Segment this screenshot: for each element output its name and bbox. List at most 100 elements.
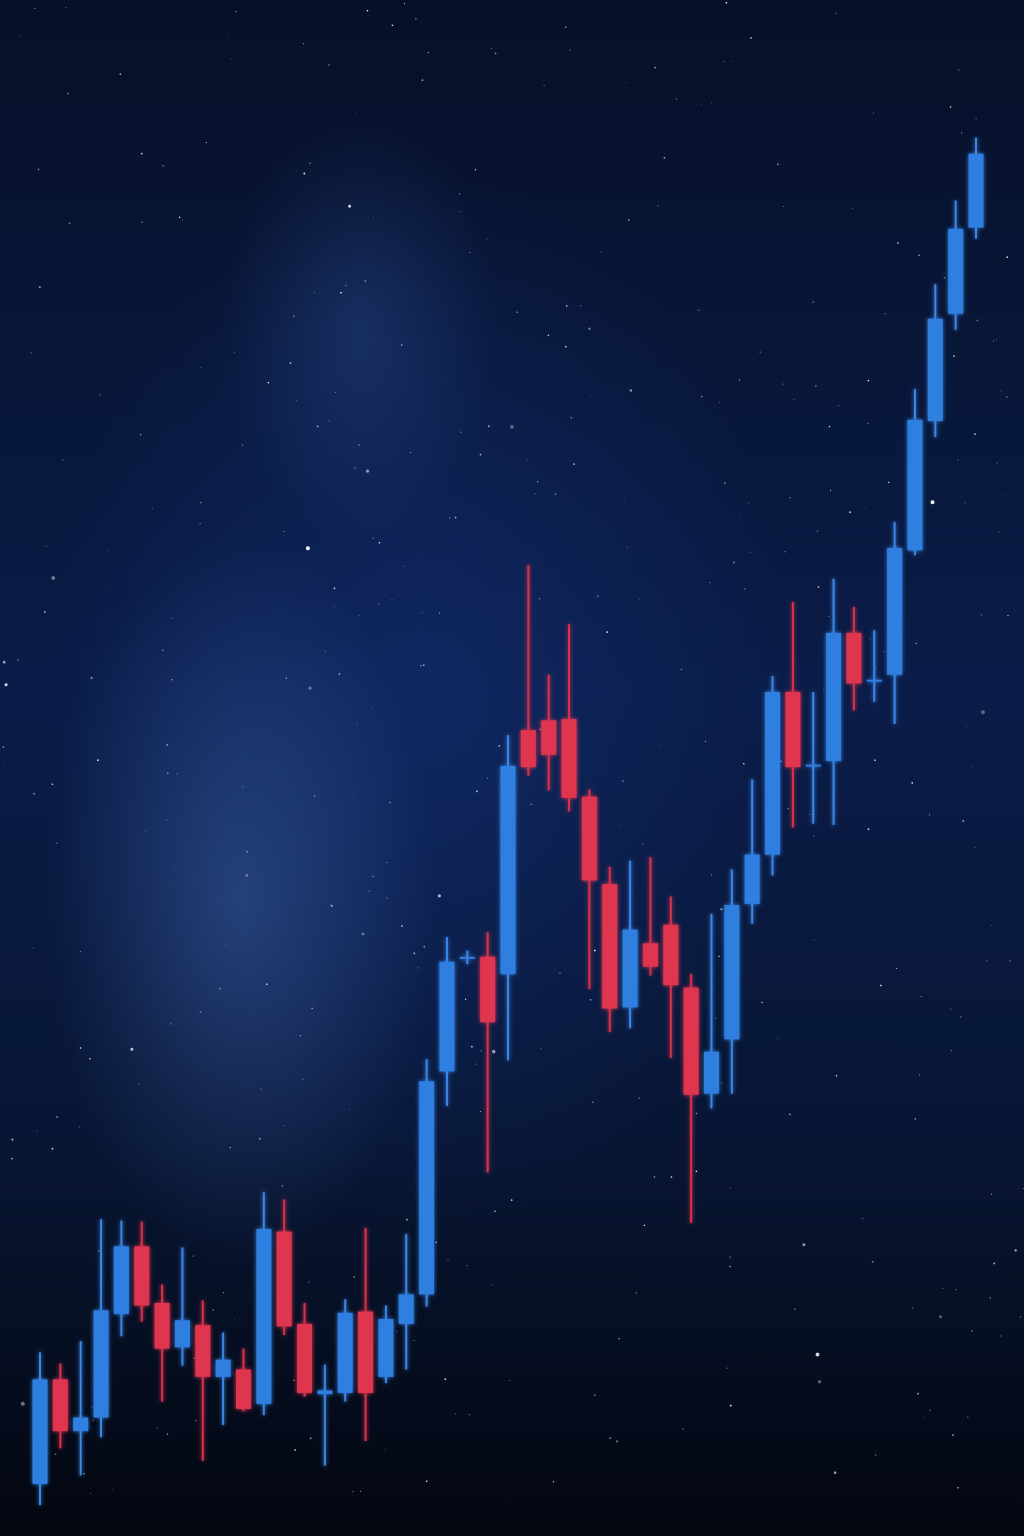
star — [750, 37, 752, 39]
star — [454, 516, 457, 519]
star — [421, 612, 423, 614]
star — [54, 1453, 57, 1456]
star — [389, 801, 391, 804]
star — [1009, 960, 1011, 962]
star — [378, 603, 380, 605]
star — [91, 1406, 93, 1408]
star — [998, 531, 1000, 533]
candle — [765, 675, 781, 876]
star — [427, 52, 429, 54]
star — [828, 615, 830, 617]
star — [922, 1417, 924, 1418]
star — [993, 1262, 996, 1265]
star — [491, 1284, 493, 1286]
star — [80, 532, 82, 533]
star — [596, 595, 599, 598]
star — [626, 546, 628, 548]
star — [176, 773, 178, 775]
star — [789, 1113, 791, 1116]
star — [265, 983, 268, 986]
star — [171, 679, 173, 681]
star — [349, 1109, 350, 1111]
star — [744, 588, 746, 590]
star — [2, 660, 6, 664]
star — [112, 1489, 114, 1491]
star — [738, 379, 741, 381]
star — [965, 725, 967, 727]
star — [720, 908, 723, 911]
star — [986, 960, 988, 962]
candle — [73, 1341, 89, 1476]
star — [404, 2, 406, 5]
star — [864, 507, 866, 509]
candle — [459, 950, 475, 965]
star — [780, 760, 782, 763]
star — [949, 106, 952, 108]
candle-body-up — [32, 1379, 48, 1485]
star — [364, 280, 367, 282]
star — [976, 319, 979, 322]
star — [409, 451, 412, 454]
star — [353, 1275, 356, 1278]
star — [260, 1088, 262, 1090]
star — [222, 1292, 225, 1294]
candle — [541, 674, 557, 791]
star — [823, 689, 825, 691]
star — [383, 1449, 385, 1451]
star — [165, 819, 168, 822]
star — [593, 949, 596, 952]
star — [316, 425, 319, 428]
star — [167, 772, 169, 774]
star — [914, 1118, 916, 1120]
star — [915, 642, 918, 645]
candle — [378, 1305, 394, 1384]
star — [195, 1420, 197, 1422]
star — [226, 34, 228, 36]
star — [635, 1292, 637, 1294]
star — [234, 351, 236, 353]
star — [234, 1318, 236, 1320]
star — [653, 1176, 656, 1178]
star — [17, 659, 19, 661]
star — [2, 746, 5, 748]
star — [682, 1428, 685, 1430]
star — [423, 946, 425, 948]
star — [371, 707, 373, 709]
star — [989, 1297, 991, 1299]
star — [368, 890, 371, 892]
candle — [927, 284, 943, 438]
star — [51, 576, 56, 580]
star — [479, 453, 482, 456]
candle-body-down — [276, 1231, 292, 1327]
star — [867, 828, 870, 831]
star — [267, 381, 270, 384]
star — [474, 169, 477, 171]
star — [386, 862, 388, 864]
star — [695, 1170, 698, 1173]
star — [373, 217, 374, 219]
candle-body-down — [561, 719, 577, 798]
star — [660, 745, 662, 747]
candle — [663, 896, 679, 1058]
star — [897, 242, 899, 244]
star — [420, 665, 422, 667]
star — [817, 585, 820, 588]
candle-body-down — [297, 1323, 313, 1393]
star — [199, 522, 201, 525]
star — [573, 463, 575, 465]
star — [939, 1315, 942, 1319]
star — [815, 385, 817, 387]
star — [1000, 1335, 1002, 1337]
star — [156, 1427, 159, 1429]
candle — [744, 779, 760, 924]
star — [36, 1130, 38, 1132]
star — [700, 395, 703, 398]
star — [1022, 1188, 1024, 1190]
star — [625, 82, 627, 84]
star — [697, 309, 700, 312]
star — [861, 1217, 864, 1220]
star — [829, 489, 832, 491]
star — [726, 1367, 728, 1369]
star — [709, 582, 711, 584]
star — [670, 1176, 673, 1178]
